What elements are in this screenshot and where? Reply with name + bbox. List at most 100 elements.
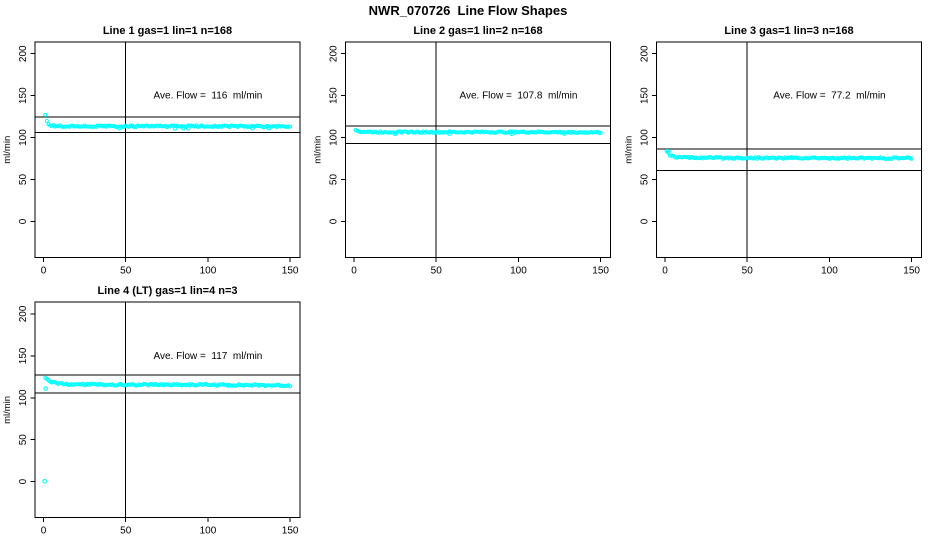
y-tick-label: 50: [18, 174, 29, 186]
subplot-line-1: Line 1 gas=1 lin=1 n=168 Ave. Flow = 116…: [2, 25, 301, 277]
subplot-line-2: Line 2 gas=1 lin=2 n=168 Ave. Flow = 107…: [313, 25, 611, 277]
data-point: [842, 155, 847, 160]
data-point: [133, 383, 138, 388]
avg-flow-annotation: Ave. Flow = 77.2 ml/min: [773, 91, 885, 102]
x-tick-label: 100: [200, 526, 217, 537]
plot-box: [34, 41, 301, 258]
data-point-outlier: [562, 131, 567, 137]
avg-flow-annotation: Ave. Flow = 117 ml/min: [154, 351, 263, 362]
data-point: [274, 382, 279, 387]
data-point: [370, 130, 375, 135]
data-point: [51, 379, 56, 384]
y-tick-label: 50: [18, 434, 29, 446]
y-axis-label: ml/min: [624, 136, 635, 164]
x-tick-label: 0: [662, 266, 668, 277]
y-axis-label: ml/min: [313, 136, 324, 164]
subplot-title: Line 4 (LT) gas=1 lin=4 n=3: [97, 285, 237, 297]
data-point-outlier: [392, 131, 398, 137]
plot-area: 0 50 100 150 0 50 100 150 200 ml/min: [313, 41, 611, 277]
y-tick-label: 0: [18, 478, 29, 484]
x-tick-label: 150: [903, 266, 920, 277]
y-axis-label: ml/min: [2, 136, 13, 164]
data-point: [396, 129, 401, 134]
x-tick-label: 0: [351, 266, 357, 277]
data-point: [596, 130, 601, 135]
x-tick-label: 50: [120, 266, 132, 277]
data-point-outlier: [180, 125, 186, 131]
figure-title: NWR_070726 Line Flow Shapes: [369, 3, 568, 18]
y-tick-label: 200: [329, 45, 340, 62]
data-point: [909, 156, 914, 161]
data-point: [893, 155, 898, 160]
x-tick-label: 100: [821, 266, 838, 277]
data-point: [379, 130, 384, 135]
plot-box: [34, 301, 301, 519]
data-points: [353, 128, 603, 137]
y-tick-label: 100: [329, 129, 340, 146]
data-point-outlier: [665, 149, 671, 154]
data-point: [44, 118, 49, 123]
x-tick-label: 150: [592, 266, 609, 277]
data-point: [194, 383, 199, 388]
data-point: [532, 130, 537, 135]
data-point: [113, 383, 118, 388]
data-point: [238, 123, 243, 128]
y-tick-label: 150: [18, 87, 29, 104]
subplot-title: Line 3 gas=1 lin=3 n=168: [724, 25, 853, 37]
data-point: [54, 124, 59, 129]
data-points: [42, 375, 293, 484]
data-point: [778, 155, 783, 160]
data-point: [824, 155, 829, 160]
x-tick-label: 0: [41, 266, 47, 277]
data-point-outlier: [116, 125, 122, 131]
data-point: [288, 124, 293, 129]
plot-box: [656, 41, 922, 258]
data-point: [760, 156, 765, 161]
data-point: [260, 382, 265, 387]
y-tick-label: 100: [18, 389, 29, 406]
data-point: [168, 383, 173, 388]
subplot-title: Line 2 gas=1 lin=2 n=168: [413, 25, 542, 37]
data-point: [99, 382, 104, 387]
data-point-outlier: [447, 131, 452, 136]
y-tick-label: 150: [640, 87, 651, 104]
data-point: [214, 383, 219, 388]
plot-box: [345, 41, 611, 258]
plot-area: 0 50 100 150 0 50 100 150 200 ml/min: [624, 41, 922, 277]
data-point: [403, 129, 408, 134]
data-point-outlier: [185, 125, 191, 131]
data-point: [689, 155, 694, 160]
data-point: [261, 125, 266, 130]
y-tick-label: 200: [18, 305, 29, 322]
data-point-outlier: [42, 478, 48, 484]
y-tick-label: 200: [18, 45, 29, 62]
data-points: [664, 148, 914, 161]
data-point: [866, 155, 871, 160]
data-point: [717, 155, 722, 160]
data-point: [128, 123, 133, 128]
y-tick-label: 0: [18, 218, 29, 224]
y-axis-label: ml/min: [2, 396, 13, 424]
data-point: [498, 129, 503, 134]
x-tick-label: 150: [282, 266, 299, 277]
data-points: [43, 112, 293, 131]
y-tick-label: 150: [18, 347, 29, 364]
data-point: [256, 123, 261, 128]
avg-flow-annotation: Ave. Flow = 107.8 ml/min: [459, 91, 577, 102]
data-point: [57, 380, 62, 385]
x-tick-label: 50: [742, 266, 754, 277]
data-point: [858, 155, 863, 160]
x-tick-label: 50: [120, 526, 132, 537]
subplot-line-4: Line 4 (LT) gas=1 lin=4 n=3 Ave. Flow = …: [2, 285, 301, 537]
data-point: [43, 112, 48, 117]
data-point-outlier: [43, 386, 49, 391]
data-point: [130, 382, 135, 387]
y-tick-label: 200: [640, 45, 651, 62]
y-tick-label: 50: [329, 174, 340, 186]
x-tick-label: 50: [431, 266, 443, 277]
data-point: [375, 130, 380, 135]
plot-area: 0 50 100 150 0 50 100 150 200 ml/min: [2, 41, 301, 277]
data-point: [669, 153, 674, 158]
